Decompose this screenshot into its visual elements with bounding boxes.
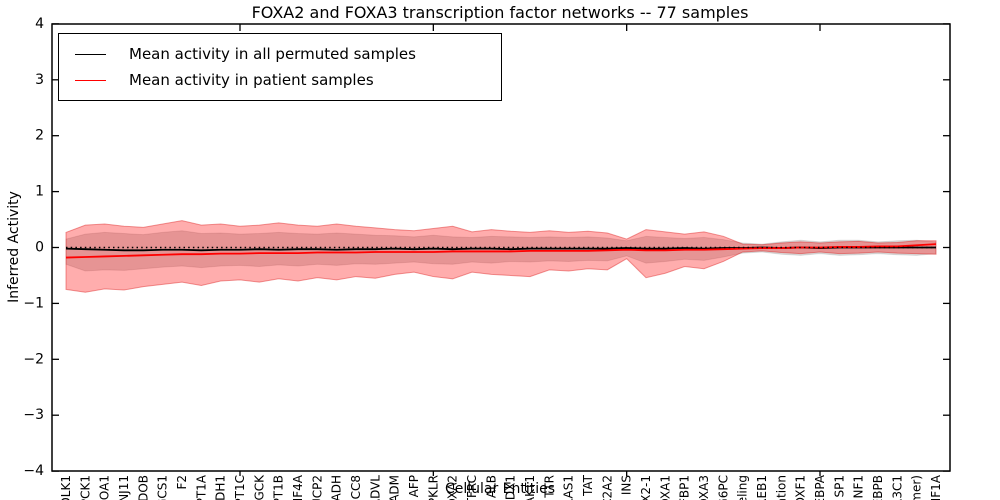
- entity-tick-label: APOA1: [98, 475, 112, 500]
- entity-tick-label: ALDOB: [136, 475, 150, 500]
- entity-tick-label: ALB: [484, 475, 498, 498]
- entity-tick-label: GCK: [252, 474, 266, 500]
- entity-tick-label: HNF1A (dimer): [910, 475, 924, 500]
- entity-tick-label: CPT1A: [194, 474, 208, 500]
- entity-tick-label: PCK1: [78, 475, 92, 500]
- entity-tick-label: PDX1: [504, 475, 518, 500]
- entity-tick-label: HNF4A: [291, 474, 305, 500]
- chart-title: FOXA2 and FOXA3 transcription factor net…: [251, 3, 749, 22]
- y-tick-label: 0: [35, 240, 44, 256]
- entity-tick-label: INS: [620, 475, 634, 495]
- y-tick-label: 4: [35, 16, 44, 32]
- y-tick-label: −3: [23, 407, 44, 423]
- entity-tick-label: NR3C1: [890, 475, 904, 500]
- entity-tick-label: response to starvation: [774, 475, 788, 500]
- entity-tick-label: TAT: [581, 474, 595, 497]
- entity-tick-label: UCP2: [310, 475, 324, 500]
- y-axis-title: Inferred Activity: [6, 191, 22, 303]
- entity-tick-label: BDH1: [214, 475, 228, 500]
- entity-tick-label: CREB1: [755, 475, 769, 500]
- entity-tick-label: ACADM: [388, 475, 402, 500]
- legend-item-patient: Mean activity in patient samples: [75, 67, 501, 93]
- entity-tick-label: CPT1C: [233, 475, 247, 500]
- entity-tick-label: G6PC: [716, 475, 730, 500]
- y-tick-label: 2: [35, 128, 44, 144]
- entity-tick-label: HADH: [330, 475, 344, 500]
- entity-tick-label: ACADVL: [368, 475, 382, 500]
- entity-tick-label: TTR: [542, 475, 556, 499]
- y-tick-label: 1: [35, 184, 44, 200]
- entity-tick-label: FOXA3: [697, 475, 711, 500]
- entity-tick-label: CPT1B: [272, 475, 286, 500]
- y-tick-label: −1: [23, 295, 44, 311]
- legend-item-permuted: Mean activity in all permuted samples: [75, 41, 501, 67]
- y-tick-label: 3: [35, 72, 44, 88]
- entity-tick-label: ABCC8: [349, 475, 363, 500]
- entity-tick-label: SLC2A2: [600, 475, 614, 500]
- entity-tick-label: HMGCS1: [156, 475, 170, 500]
- entity-tick-label: FOXF1: [794, 475, 808, 500]
- x-axis-title: Cellular Entities: [444, 481, 556, 497]
- entity-tick-label: IGFBP1: [678, 475, 692, 500]
- entity-tick-label: HNF1A: [929, 474, 943, 500]
- entity-tick-label: KCNJ11: [117, 475, 131, 500]
- entity-tick-label: PKLR: [426, 475, 440, 500]
- entity-tick-label: SP1: [832, 475, 846, 498]
- entity-tick-label: CEBPB: [871, 475, 885, 500]
- entity-tick-label: FOXA2: [446, 475, 460, 500]
- entity-tick-label: F2: [175, 475, 189, 490]
- entity-tick-label: chromatin remodeling: [736, 475, 750, 500]
- entity-tick-label: AFP: [407, 475, 421, 497]
- entity-tick-label: CEBPA: [813, 474, 827, 500]
- patient-spread-band: [65, 220, 937, 293]
- y-tick-label: −2: [23, 351, 44, 367]
- y-tick-label: −4: [23, 463, 44, 479]
- entity-tick-label: ALAS1: [562, 475, 576, 500]
- entity-tick-label: NF1: [852, 475, 866, 499]
- entity-tick-label: FOXA1: [658, 475, 672, 500]
- entity-tick-label: AKT1: [523, 475, 537, 500]
- entity-tick-label: DLK1: [59, 475, 73, 500]
- legend-line-sample-black: [75, 53, 106, 55]
- legend-label: Mean activity in patient samples: [129, 71, 374, 89]
- entity-tick-label: TFRC: [465, 475, 479, 500]
- legend-line-sample-red: [75, 79, 106, 81]
- legend-label: Mean activity in all permuted samples: [129, 45, 416, 63]
- legend-box: Mean activity in all permuted samples Me…: [58, 33, 502, 101]
- entity-tick-label: NKX2-1: [639, 475, 653, 500]
